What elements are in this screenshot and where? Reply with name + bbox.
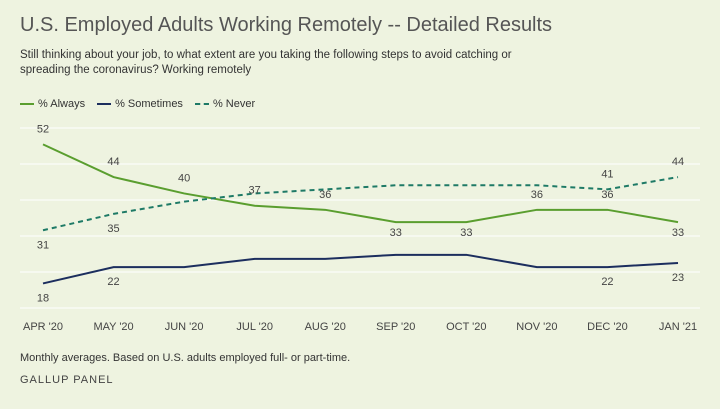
x-tick-label: JUL '20 (236, 321, 273, 333)
x-axis-ticks: APR '20 MAY '20 JUN '20 JUL '20 AUG '20 SEP '… (23, 321, 697, 333)
legend-label-always: % Always (38, 98, 86, 110)
data-label-sometimes: 22 (107, 276, 119, 288)
legend-item-sometimes: % Sometimes (97, 98, 183, 110)
x-tick-label: SEP '20 (376, 321, 415, 333)
series-line-always (42, 143, 679, 224)
x-tick-label: OCT '20 (446, 321, 486, 333)
x-tick-label: DEC '20 (587, 321, 628, 333)
series-lines (42, 143, 679, 285)
legend-swatch-sometimes (97, 103, 112, 105)
data-label-always: 33 (460, 227, 472, 239)
data-label-always: 36 (601, 189, 613, 201)
data-label-always: 33 (390, 227, 402, 239)
legend-item-never: % Never (194, 98, 256, 110)
x-tick-label: AUG '20 (305, 321, 346, 333)
legend-swatch-never (194, 103, 209, 105)
data-label-always: 52 (37, 123, 49, 135)
source-label: GALLUP PANEL (20, 374, 114, 386)
legend-label-never: % Never (212, 98, 256, 110)
series-line-sometimes (42, 253, 679, 285)
legend: % Always % Sometimes % Never (20, 98, 255, 110)
x-tick-label: APR '20 (23, 321, 63, 333)
data-label-never: 31 (37, 239, 49, 251)
data-label-sometimes: 22 (601, 276, 613, 288)
legend-item-always: % Always (20, 98, 85, 110)
gridlines (20, 127, 700, 309)
chart-subtitle: Still thinking about your job, to what e… (20, 49, 512, 76)
x-tick-label: NOV '20 (516, 321, 557, 333)
data-label-sometimes: 18 (37, 292, 49, 304)
chart-title: U.S. Employed Adults Working Remotely --… (20, 14, 553, 36)
data-labels: 52 44 40 37 36 33 33 36 36 33 18 22 22 23 31 35 41 44 (37, 123, 684, 304)
data-label-always: 40 (178, 172, 190, 184)
data-label-always: 36 (531, 189, 543, 201)
data-label-always: 44 (107, 156, 119, 168)
data-label-never: 41 (601, 168, 613, 180)
x-tick-label: JAN '21 (659, 321, 697, 333)
data-label-never: 35 (107, 223, 119, 235)
x-tick-label: MAY '20 (93, 321, 133, 333)
series-line-never (42, 176, 679, 232)
footnote: Monthly averages. Based on U.S. adults e… (20, 352, 351, 364)
legend-label-sometimes: % Sometimes (115, 98, 183, 110)
data-label-never: 44 (672, 156, 684, 168)
data-label-sometimes: 23 (672, 272, 684, 284)
data-label-always: 36 (319, 189, 331, 201)
legend-swatch-always (20, 103, 34, 105)
data-label-always: 33 (672, 227, 684, 239)
x-tick-label: JUN '20 (165, 321, 204, 333)
data-label-always: 37 (249, 185, 261, 197)
